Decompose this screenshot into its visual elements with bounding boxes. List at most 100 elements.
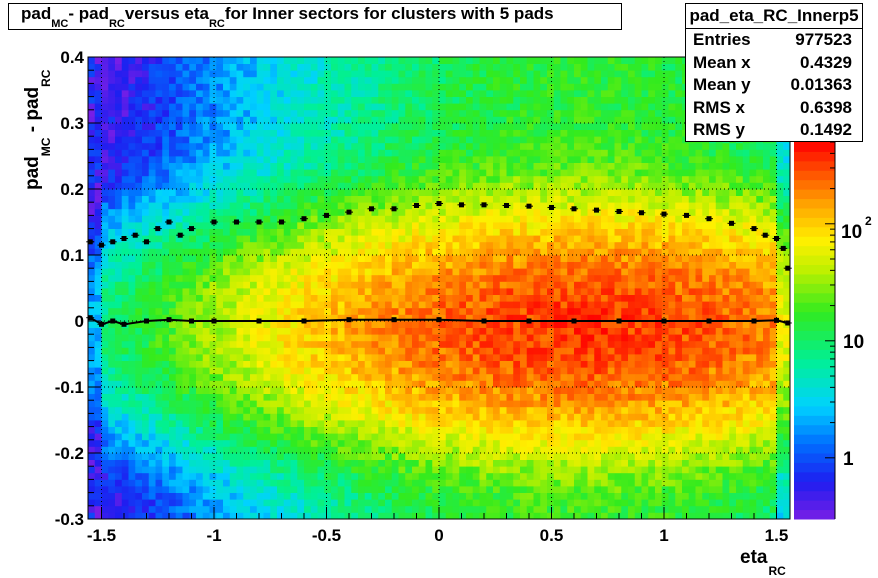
heatmap-cell (371, 281, 379, 289)
heatmap-cell (398, 136, 406, 144)
heatmap-cell (520, 294, 528, 302)
heatmap-cell (560, 512, 568, 520)
heatmap-cell (472, 129, 480, 137)
heatmap-cell (466, 116, 474, 124)
heatmap-cell (513, 142, 521, 150)
heatmap-cell (331, 354, 339, 361)
heatmap-cell (351, 228, 359, 236)
heatmap-cell (459, 255, 467, 262)
heatmap-cell (101, 215, 109, 223)
heatmap-cell (250, 288, 258, 295)
heatmap-cell (526, 393, 534, 401)
heatmap-cell (371, 446, 379, 454)
heatmap-cell (452, 492, 460, 500)
heatmap-cell (128, 433, 136, 441)
heatmap-cell (472, 486, 480, 493)
heatmap-cell (405, 169, 413, 177)
heatmap-cell (135, 208, 143, 216)
heatmap-cell (135, 512, 143, 520)
heatmap-cell (526, 156, 534, 163)
heatmap-cell (101, 63, 109, 71)
heatmap-cell (486, 512, 494, 520)
heatmap-cell (216, 63, 224, 71)
heatmap-cell (175, 142, 183, 150)
heatmap-cell (189, 116, 197, 124)
heatmap-cell (418, 360, 426, 368)
heatmap-cell (229, 90, 237, 97)
heatmap-cell (175, 288, 183, 295)
heatmap-cell (155, 235, 163, 243)
heatmap-cell (310, 261, 318, 269)
heatmap-cell (445, 406, 453, 414)
heatmap-cell (223, 512, 231, 520)
heatmap-cell (371, 347, 379, 355)
heatmap-cell (94, 202, 102, 210)
heatmap-cell (432, 169, 440, 177)
heatmap-cell (310, 433, 318, 441)
heatmap-cell (94, 109, 102, 117)
heatmap-cell (506, 400, 514, 408)
heatmap-cell (331, 274, 339, 282)
heatmap-cell (486, 202, 494, 210)
heatmap-cell (101, 446, 109, 454)
heatmap-cell (202, 169, 210, 177)
heatmap-cell (209, 241, 217, 249)
heatmap-cell (189, 340, 197, 348)
heatmap-cell (270, 334, 278, 342)
heatmap-cell (385, 360, 393, 368)
heatmap-cell (121, 393, 129, 401)
heatmap-cell (553, 433, 561, 441)
heatmap-cell (108, 420, 116, 427)
heatmap-cell (391, 189, 399, 196)
heatmap-cell (533, 334, 541, 342)
heatmap-cell (115, 96, 123, 104)
heatmap-cell (364, 281, 372, 289)
heatmap-cell (250, 354, 258, 361)
heatmap-cell (371, 340, 379, 348)
heatmap-cell (486, 433, 494, 441)
heatmap-cell (175, 459, 183, 467)
heatmap-cell (148, 453, 156, 460)
heatmap-cell (142, 340, 150, 348)
heatmap-cell (371, 472, 379, 480)
heatmap-cell (439, 116, 447, 124)
heatmap-cell (533, 380, 541, 388)
heatmap-cell (371, 261, 379, 269)
heatmap-cell (499, 367, 507, 375)
heatmap-cell (121, 123, 129, 130)
heatmap-cell (148, 373, 156, 381)
heatmap-cell (223, 433, 231, 441)
heatmap-cell (256, 123, 264, 130)
heatmap-cell (331, 499, 339, 507)
heatmap-cell (466, 202, 474, 210)
heatmap-cell (196, 446, 204, 454)
heatmap-cell (101, 255, 109, 262)
heatmap-cell (432, 426, 440, 434)
heatmap-cell (553, 334, 561, 342)
heatmap-cell (526, 459, 534, 467)
heatmap-cell (182, 195, 190, 203)
heatmap-cell (310, 129, 318, 137)
heatmap-cell (364, 175, 372, 183)
heatmap-cell (526, 182, 534, 190)
heatmap-cell (331, 380, 339, 388)
heatmap-cell (499, 149, 507, 157)
heatmap-cell (439, 241, 447, 249)
heatmap-cell (391, 354, 399, 361)
heatmap-cell (209, 433, 217, 441)
heatmap-cell (445, 70, 453, 78)
heatmap-cell (236, 433, 244, 441)
heatmap-cell (412, 340, 420, 348)
heatmap-cell (216, 472, 224, 480)
heatmap-cell (142, 156, 150, 163)
heatmap-cell (229, 446, 237, 454)
heatmap-cell (553, 446, 561, 454)
heatmap-cell (196, 505, 204, 513)
heatmap-cell (479, 182, 487, 190)
heatmap-cell (472, 373, 480, 381)
heatmap-cell (182, 169, 190, 177)
heatmap-cell (304, 439, 312, 447)
heatmap-cell (182, 70, 190, 78)
heatmap-cell (108, 479, 116, 487)
heatmap-cell (513, 248, 521, 256)
